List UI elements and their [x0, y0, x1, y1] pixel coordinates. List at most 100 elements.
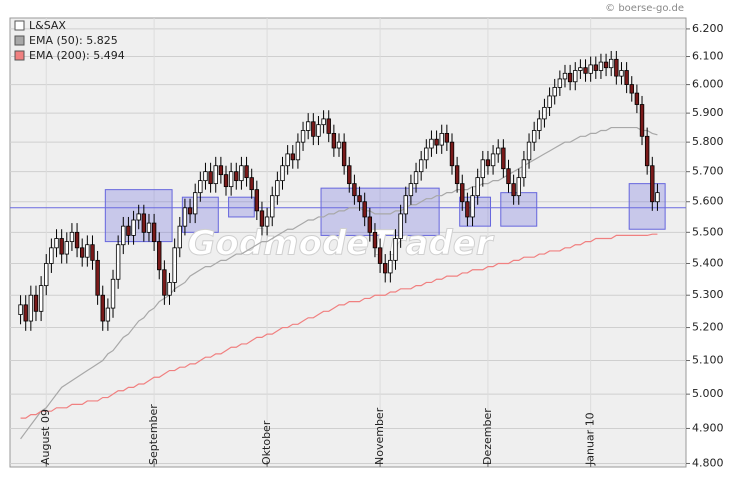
y-tick-label: 4.900 [692, 421, 724, 434]
candle-body [629, 84, 634, 94]
candle-body [305, 121, 311, 131]
candle-body [182, 207, 188, 227]
candle-body [218, 165, 224, 176]
candle-body [362, 201, 367, 218]
candle-body [341, 141, 347, 167]
candle-body [300, 130, 306, 143]
candle-body [228, 171, 234, 188]
candle-body [198, 180, 203, 194]
legend-label: L&SAX [29, 19, 66, 32]
zone [228, 196, 255, 218]
candle-body [203, 171, 208, 182]
candle-body [162, 269, 167, 296]
ema-line [20, 126, 658, 440]
candle-body [136, 213, 141, 221]
candle-body [64, 241, 69, 255]
candle-body [578, 67, 583, 71]
y-tick-label: 6.000 [692, 78, 724, 91]
candle-body [321, 118, 326, 126]
candle-body [496, 147, 501, 155]
candle-body [151, 222, 157, 243]
candle-body [23, 304, 28, 322]
candle-body [177, 225, 182, 249]
candle-body [208, 171, 213, 185]
zone [320, 187, 440, 236]
candle-body [490, 153, 496, 167]
x-tick-label: Dezember [481, 408, 494, 465]
candle-body [85, 244, 90, 258]
candle-body [506, 168, 511, 185]
candle-body [367, 216, 373, 233]
y-tick-label: 5.300 [692, 288, 724, 301]
legend: L&SAX EMA (50): 5.825 EMA (200): 5.494 [14, 19, 125, 62]
candle-body [552, 87, 557, 97]
candle-body [146, 222, 152, 233]
candle-body [537, 118, 542, 131]
y-tick-label: 5.600 [692, 195, 724, 208]
candle-body [239, 165, 244, 182]
candle-body [650, 165, 655, 203]
candle-body [588, 64, 593, 74]
candle-body [542, 106, 547, 120]
candle-body [33, 294, 39, 312]
candle-body [59, 238, 64, 255]
candle-body [511, 183, 516, 197]
legend-swatch [14, 20, 25, 31]
y-tick-label: 5.900 [692, 106, 724, 119]
candle-body [619, 70, 624, 77]
candle-body [141, 213, 147, 233]
candle-body [121, 225, 126, 246]
candle-body [377, 247, 383, 264]
candle-body [187, 207, 193, 215]
candle-body [526, 141, 532, 161]
source: © boerse-go.de [605, 3, 684, 14]
zones [10, 183, 686, 243]
candle-body [223, 174, 229, 188]
candle-body [424, 147, 429, 161]
candle-body [521, 159, 527, 179]
candle-body [393, 238, 398, 261]
candle-body [583, 67, 588, 74]
candle-body [655, 192, 660, 203]
candle-body [614, 58, 619, 77]
candle-body [547, 95, 552, 108]
candle-body [311, 121, 316, 137]
candle-body [475, 177, 480, 197]
candle-body [434, 138, 439, 146]
candle-body [285, 153, 290, 167]
legend-swatch [14, 50, 25, 61]
watermark: GodmodeTrader [187, 224, 494, 264]
candle-body [634, 92, 640, 105]
candle-body [501, 147, 506, 170]
candle-body [413, 171, 419, 185]
y-tick-label: 5.800 [692, 135, 724, 148]
candle-body [295, 141, 301, 161]
candle-body [254, 189, 260, 212]
candle-body [95, 259, 100, 296]
candle-body [131, 219, 136, 236]
candle-body [192, 192, 198, 215]
y-tick-label: 5.400 [692, 256, 724, 269]
candle-body [485, 159, 491, 167]
candle-body [403, 195, 408, 215]
zone [181, 196, 219, 233]
candle-body [644, 135, 650, 167]
candle-body [80, 247, 85, 258]
x-tick-label: August 09 [39, 409, 52, 465]
candle-body [115, 244, 121, 280]
x-tick-label: Oktober [260, 420, 273, 465]
candle-body [259, 210, 265, 227]
candle-body [167, 282, 172, 296]
candle-body [110, 278, 116, 309]
legend-label: EMA (50): 5.825 [29, 34, 118, 47]
candle-body [100, 294, 105, 322]
candle-body [352, 183, 357, 197]
candle-body [444, 132, 450, 143]
candle-body [357, 195, 362, 203]
candle-body [439, 132, 444, 146]
candle-body [567, 72, 573, 83]
candle-body [603, 61, 609, 69]
candle-body [573, 70, 578, 83]
y-tick-label: 5.500 [692, 225, 724, 238]
candle-body [383, 263, 388, 274]
